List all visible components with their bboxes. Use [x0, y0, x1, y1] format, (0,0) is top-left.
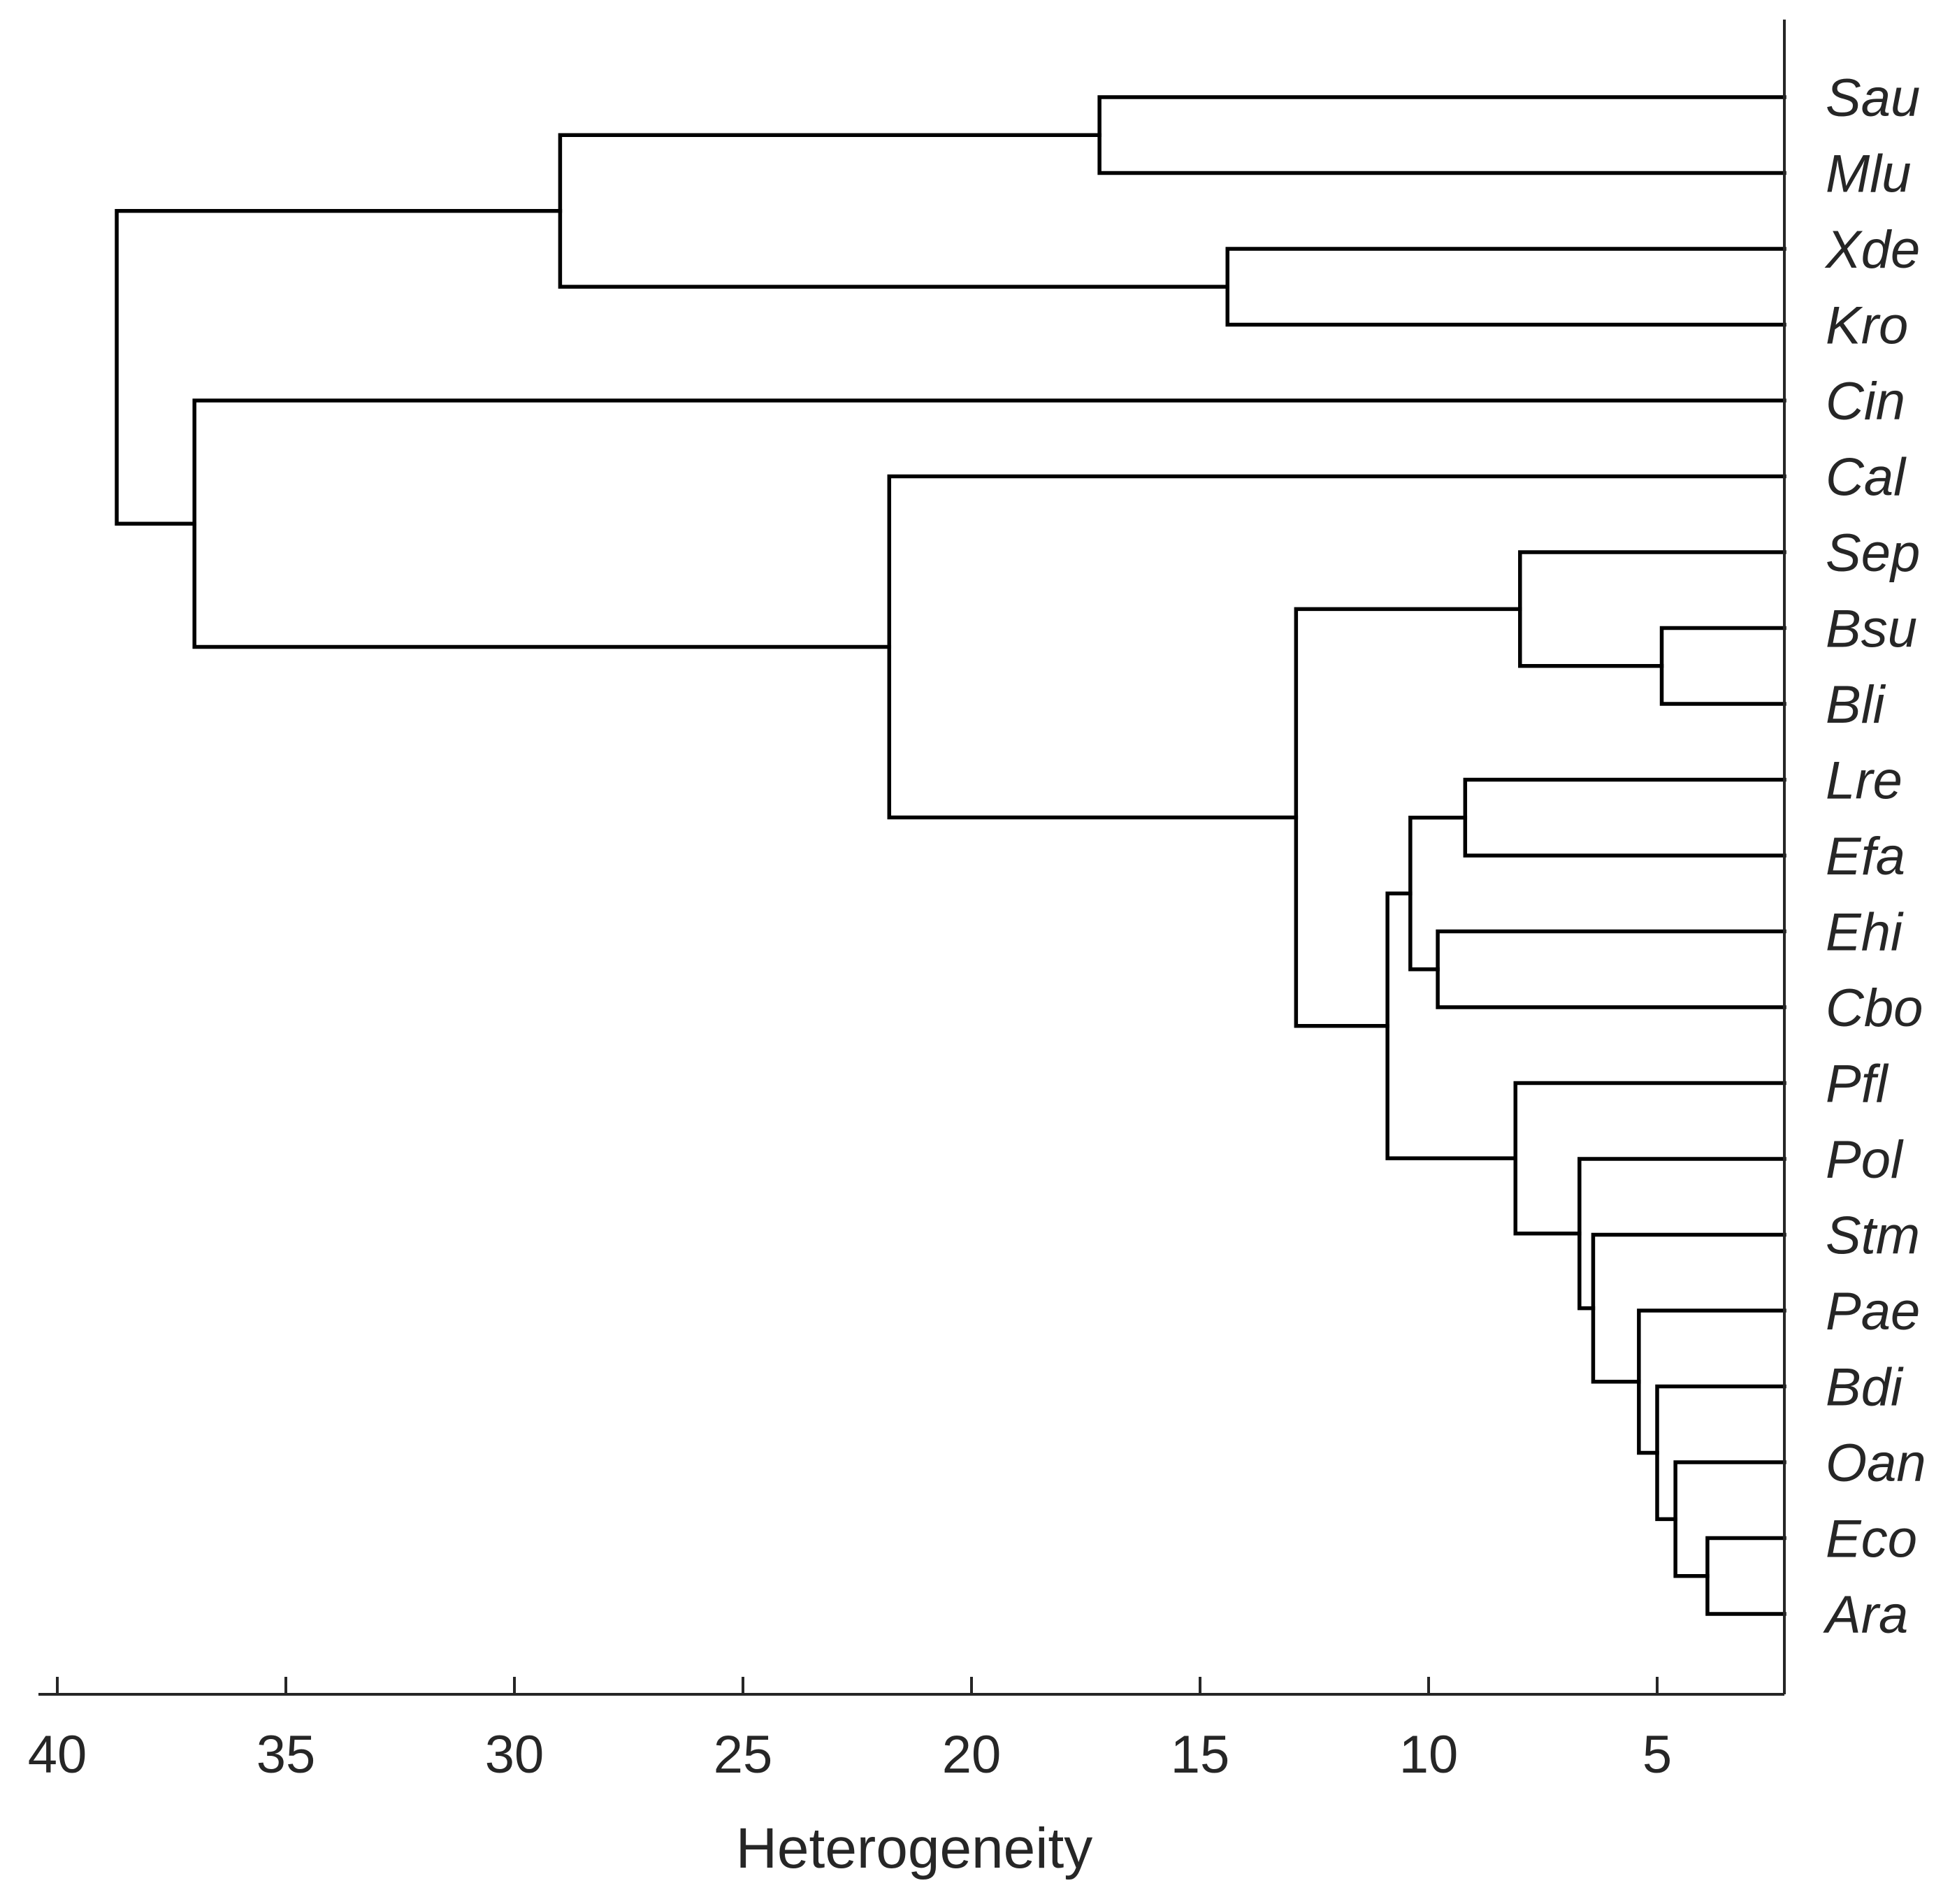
dendrogram-links: [115, 95, 1786, 1616]
leaf-label-eco: Eco: [1826, 1510, 1917, 1569]
leaf-label-bsu: Bsu: [1826, 600, 1917, 659]
leaf-label-lre: Lre: [1826, 751, 1902, 811]
leaf-label-bli: Bli: [1826, 675, 1886, 735]
link-m13: [1591, 1232, 1786, 1384]
link-m12: [1637, 1308, 1786, 1455]
leaf-label-sep: Sep: [1826, 524, 1920, 583]
link-m20: [115, 209, 563, 526]
link-m10: [1673, 1460, 1786, 1578]
leaf-label-kro: Kro: [1826, 296, 1908, 356]
leaf-label-pfl: Pfl: [1826, 1055, 1889, 1114]
link-m19: [192, 398, 1786, 649]
link-m7: [1436, 929, 1786, 1009]
x-tick-label-15: 15: [1171, 1725, 1230, 1784]
leaf-label-cbo: Cbo: [1826, 979, 1923, 1038]
leaf-label-xde: Xde: [1824, 220, 1920, 280]
link-m4: [1659, 626, 1786, 706]
leaf-label-bdi: Bdi: [1826, 1358, 1904, 1418]
x-tick-label-20: 20: [942, 1725, 1002, 1784]
leaf-label-pol: Pol: [1826, 1130, 1904, 1190]
link-m5: [1518, 550, 1786, 668]
leaf-label-cin: Cin: [1826, 372, 1905, 431]
link-m18: [887, 474, 1786, 820]
x-tick-label-40: 40: [28, 1725, 87, 1784]
leaf-label-oan: Oan: [1826, 1434, 1926, 1493]
x-tick-label-25: 25: [714, 1725, 773, 1784]
link-m9: [1705, 1536, 1786, 1616]
leaf-label-cal: Cal: [1826, 448, 1907, 507]
link-m1: [1097, 95, 1786, 175]
link-m17: [1294, 607, 1522, 1028]
x-axis-label: Heterogeneity: [736, 1817, 1093, 1880]
link-m3: [558, 133, 1229, 289]
leaf-label-efa: Efa: [1826, 827, 1905, 886]
axes: 40 35 30 25 20 15 10 5: [28, 20, 1786, 1784]
x-tick-label-5: 5: [1642, 1725, 1672, 1784]
x-tick-label-30: 30: [485, 1725, 544, 1784]
leaf-label-ara: Ara: [1823, 1585, 1908, 1645]
x-tick-label-35: 35: [257, 1725, 316, 1784]
link-m2: [1225, 247, 1786, 327]
leaf-label-pae: Pae: [1826, 1282, 1920, 1341]
x-tick-label-10: 10: [1399, 1725, 1459, 1784]
leaf-label-mlu: Mlu: [1826, 145, 1911, 204]
link-m6: [1463, 777, 1786, 858]
leaf-label-stm: Stm: [1826, 1206, 1920, 1266]
leaf-label-sau: Sau: [1826, 68, 1920, 128]
leaf-label-ehi: Ehi: [1826, 903, 1904, 962]
leaf-labels: Sau Mlu Xde Kro Cin Cal Sep Bsu Bli Lre Efa Ehi Cbo P…: [1823, 68, 1926, 1645]
